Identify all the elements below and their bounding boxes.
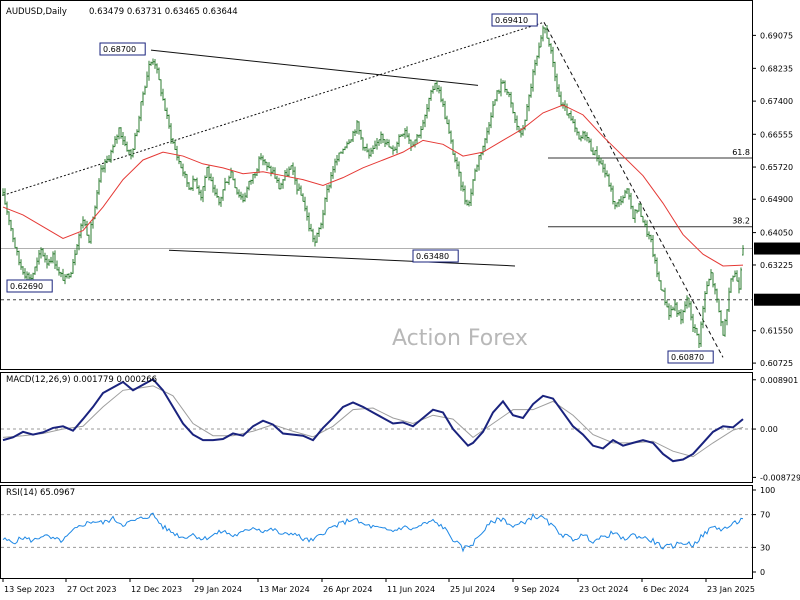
price-panel-frame <box>0 0 753 370</box>
price-tick-label: 0.69075 <box>760 31 793 40</box>
rsi-title: RSI(14) 65.0967 <box>6 488 75 498</box>
time-tick-label: 23 Jan 2025 <box>707 585 755 594</box>
chart-symbol: AUDUSD,Daily <box>6 7 67 17</box>
rsi-tick-label: 100 <box>760 486 775 495</box>
price-bars <box>2 25 744 348</box>
rsi-tick-label: 30 <box>760 543 770 552</box>
moving-average-line <box>2 104 744 267</box>
price-tick-label: 0.64900 <box>760 195 793 204</box>
time-tick-label: 9 Sep 2024 <box>514 585 560 594</box>
time-tick-label: 11 Jun 2024 <box>387 585 435 594</box>
macd-plot <box>1 377 752 463</box>
time-tick-label: 6 Dec 2024 <box>643 585 689 594</box>
rsi-plot <box>1 512 752 553</box>
macd-title: MACD(12,26,9) 0.001779 0.000266 <box>6 375 157 385</box>
rsi-panel-frame <box>0 485 753 579</box>
swing-label-box <box>667 350 714 364</box>
macd-axis: 0.008901 0.00 -0.008729 <box>752 376 800 482</box>
macd-tick-label: 0.008901 <box>760 376 798 385</box>
swing-label-box <box>491 13 538 27</box>
swing-label-box <box>6 279 53 293</box>
price-tick-label: 0.63225 <box>760 261 793 270</box>
time-tick-label: 13 Mar 2024 <box>259 585 310 594</box>
macd-tick-label: -0.008729 <box>760 473 800 482</box>
time-tick-label: 23 Oct 2024 <box>579 585 628 594</box>
swing-label: 0.69410 <box>495 16 528 25</box>
fib-level-label: 61.8 <box>732 148 750 157</box>
time-tick-label: 12 Dec 2023 <box>131 585 182 594</box>
time-tick-label: 27 Oct 2023 <box>67 585 116 594</box>
swing-label: 0.60870 <box>671 353 704 362</box>
trendline <box>168 249 516 267</box>
price-grid: 61.8 38.2 <box>1 148 752 301</box>
time-tick-label: 25 Jul 2024 <box>450 585 495 594</box>
macd-series-line <box>2 377 744 463</box>
moving-average <box>2 104 744 267</box>
price-badge-label: 0.62340 <box>759 296 792 305</box>
time-tick-label: 29 Jan 2024 <box>194 585 242 594</box>
swing-label: 0.63480 <box>416 252 449 261</box>
trendline <box>543 21 724 358</box>
time-tick-label: 13 Sep 2023 <box>4 585 55 594</box>
macd-panel-frame <box>0 372 753 483</box>
trendline <box>150 49 479 86</box>
price-badge-label: 0.63644 <box>759 245 792 254</box>
rsi-line <box>2 512 744 553</box>
rsi-tick-label: 0 <box>760 568 765 577</box>
price-badge <box>754 293 800 306</box>
price-tick-label: 0.65720 <box>760 163 793 172</box>
swing-labels: 0.69410 0.68700 0.63480 0.62690 0.60870 <box>6 13 714 364</box>
swing-label-box <box>99 42 146 56</box>
time-tick-label: 26 Apr 2024 <box>323 585 372 594</box>
price-tick-label: 0.67400 <box>760 97 793 106</box>
trendlines <box>2 21 724 358</box>
watermark: Action Forex <box>392 326 528 351</box>
price-tick-label: 0.68235 <box>760 64 793 73</box>
swing-label-box <box>412 249 459 263</box>
price-tick-label: 0.66555 <box>760 130 793 139</box>
macd-series-line <box>2 385 744 458</box>
price-tick-label: 0.60725 <box>760 359 793 368</box>
rsi-tick-label: 70 <box>760 511 770 520</box>
chart-quote: 0.63479 0.63731 0.63465 0.63644 <box>89 7 238 17</box>
price-tick-label: 0.61550 <box>760 327 793 336</box>
fib-level-label: 38.2 <box>732 217 750 226</box>
rsi-axis: 100 70 30 0 <box>752 486 775 577</box>
price-badge <box>754 242 800 255</box>
macd-tick-label: 0.00 <box>760 425 778 434</box>
time-axis: 13 Sep 2023 27 Oct 2023 12 Dec 2023 29 Jan … <box>2 578 755 594</box>
swing-label: 0.62690 <box>10 282 43 291</box>
price-axis: 0.69075 0.68235 0.67400 0.66555 0.65720 0.649… <box>752 31 800 368</box>
price-tick-label: 0.64050 <box>760 229 793 238</box>
swing-label: 0.68700 <box>103 45 136 54</box>
trendline <box>2 21 545 196</box>
